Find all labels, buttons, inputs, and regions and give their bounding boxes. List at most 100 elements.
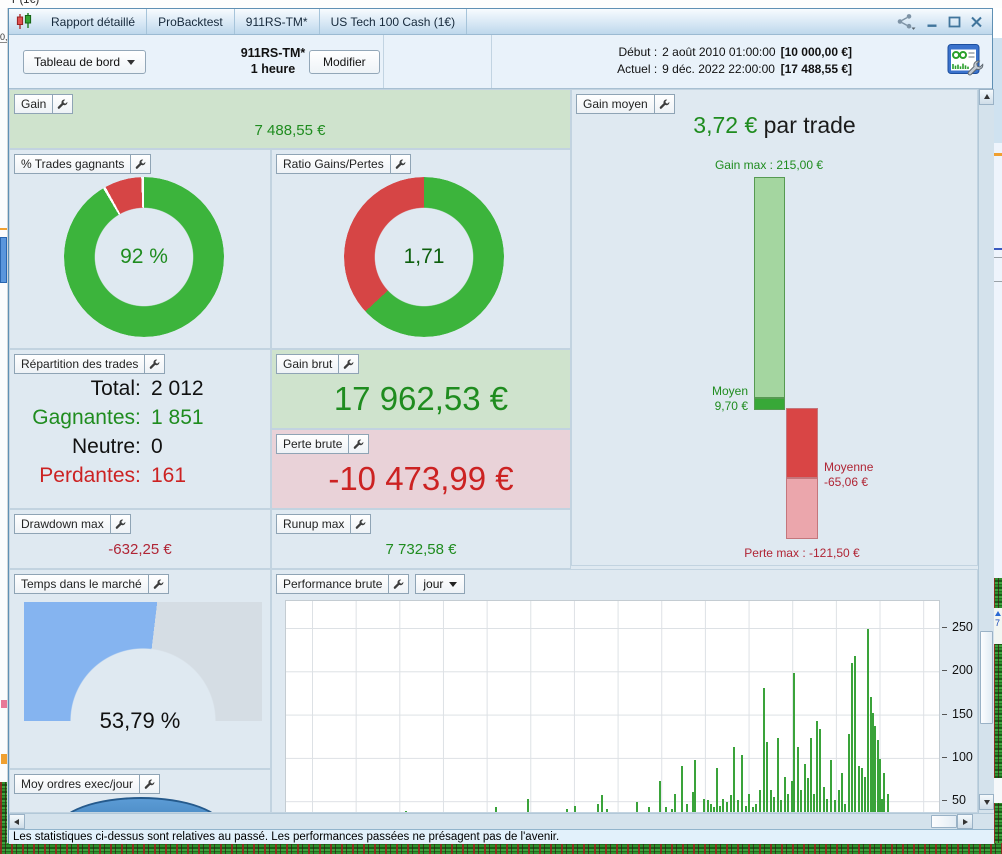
performance-bar: [863, 777, 866, 812]
performance-bar: [810, 738, 812, 812]
performance-bar: [830, 759, 833, 812]
share-icon[interactable]: [895, 13, 917, 30]
performance-bar: [850, 662, 853, 812]
disclaimer-bar: Les statistiques ci-dessus sont relative…: [9, 829, 994, 844]
background-pink-fragment: [1, 700, 7, 708]
panel-settings-button[interactable]: [349, 434, 370, 454]
performance-bar: [825, 798, 828, 812]
panel-settings-button[interactable]: [351, 514, 372, 534]
panel-label: Moy ordres exec/jour: [14, 774, 141, 794]
down-arrow-icon: [983, 800, 990, 808]
dashboard-content: Gain 7 488,55 € % Trades gagnants 92 % R…: [9, 89, 994, 813]
tab-rapport-detaille[interactable]: Rapport détaillé: [40, 9, 148, 34]
up-arrow-icon: [994, 608, 1001, 616]
backtest-report-window: Rapport détaillé ProBacktest 911RS-TM* U…: [8, 8, 994, 844]
tab-instrument[interactable]: US Tech 100 Cash (1€): [320, 9, 468, 34]
scroll-down-button[interactable]: [979, 794, 994, 810]
performance-bar: [770, 790, 772, 812]
trade-distribution-panel: Répartition des trades Total : 2 012 Gag…: [9, 349, 271, 509]
panel-label: Perte brute: [276, 434, 350, 454]
performance-bar: [574, 805, 577, 812]
table-row: Neutre : 0: [10, 432, 270, 461]
performance-bars: [286, 601, 939, 812]
maximize-icon[interactable]: [948, 16, 961, 28]
panel-label: Drawdown max: [14, 514, 111, 534]
minimize-icon[interactable]: [926, 16, 939, 28]
start-datetime: 2 août 2010 01:00:00: [662, 45, 776, 59]
winning-trades-panel: % Trades gagnants 92 %: [9, 149, 271, 349]
panel-settings-button[interactable]: [148, 574, 169, 594]
time-in-market-panel: Temps dans le marché 53,79 %: [9, 569, 271, 769]
tab-probacktest[interactable]: ProBacktest: [147, 9, 235, 34]
gross-gain-panel: Gain brut 17 962,53 €: [271, 349, 571, 429]
panel-label: Runup max: [276, 514, 352, 534]
winning-trades-donut: [64, 177, 224, 337]
gain-loss-ratio-panel: Ratio Gains/Pertes 1,71: [271, 149, 571, 349]
current-label: Actuel :: [617, 62, 658, 76]
period-dropdown[interactable]: jour: [415, 574, 466, 594]
vertical-scroll-thumb[interactable]: [980, 631, 993, 724]
performance-bar: [405, 810, 408, 812]
background-left-strip: 0,2: [0, 8, 8, 854]
gross-performance-panel: Performance brute jour 250 200 150 100 50: [271, 569, 978, 813]
scroll-right-button[interactable]: [957, 814, 973, 829]
view-selector-dropdown[interactable]: Tableau de bord: [23, 50, 147, 74]
strategy-name: 911RS-TM*: [240, 46, 306, 60]
gross-gain-value: 17 962,53 €: [333, 380, 509, 417]
panel-settings-button[interactable]: [390, 154, 411, 174]
background-fragment: [993, 38, 1002, 143]
row-label: Neutre: [71, 435, 135, 458]
panel-settings-button[interactable]: [140, 774, 161, 794]
vertical-scrollbar[interactable]: [978, 89, 994, 813]
performance-bar: [819, 729, 822, 812]
row-value: 161: [151, 464, 187, 487]
horizontal-scrollbar[interactable]: [9, 813, 994, 829]
performance-bar: [791, 781, 793, 812]
scroll-left-button[interactable]: [9, 814, 25, 829]
strategy-summary: 911RS-TM* 1 heure: [193, 45, 353, 77]
panel-settings-button[interactable]: [339, 354, 360, 374]
scroll-up-button[interactable]: [979, 89, 994, 105]
performance-bar: [635, 802, 638, 812]
modify-button-label: Modifier: [323, 55, 366, 69]
row-label: Perdantes: [39, 464, 135, 487]
performance-bar: [815, 720, 818, 812]
panel-settings-button[interactable]: [389, 574, 410, 594]
panel-label: Temps dans le marché: [14, 574, 149, 594]
performance-bar: [527, 798, 529, 812]
tab-label: 911RS-TM*: [245, 14, 308, 29]
panel-settings-button[interactable]: [110, 514, 131, 534]
avg-loss-label: Moyenne -65,06 €: [824, 460, 873, 490]
close-icon[interactable]: [970, 16, 983, 28]
background-orange-fragment-2: [1, 754, 7, 764]
tab-strategy[interactable]: 911RS-TM*: [235, 9, 320, 34]
panel-settings-button[interactable]: [131, 154, 152, 174]
row-value: 0: [151, 435, 163, 458]
horizontal-scroll-thumb[interactable]: [931, 815, 957, 828]
table-row: Perdantes : 161: [10, 461, 270, 490]
y-axis-label: 100: [952, 749, 973, 764]
panel-settings-button[interactable]: [53, 94, 74, 114]
performance-bar: [823, 786, 826, 812]
loss-max-label: Perte max : -121,50 €: [744, 546, 860, 560]
separator: :: [135, 435, 141, 458]
waterfall-gain-range-bar: [754, 177, 785, 398]
performance-bar: [707, 800, 710, 812]
modify-button[interactable]: Modifier: [309, 50, 380, 74]
panel-label: Gain moyen: [576, 94, 655, 114]
performance-bar: [736, 800, 739, 812]
tab-label: ProBacktest: [158, 14, 223, 29]
row-value: 2 012: [151, 377, 204, 400]
trade-distribution-rows: Total : 2 012 Gagnantes : 1 851 Neutre :…: [10, 374, 270, 490]
y-axis-label: 50: [952, 793, 966, 808]
report-settings-icon[interactable]: [946, 43, 984, 79]
performance-bar: [776, 738, 779, 812]
panel-label: Ratio Gains/Pertes: [276, 154, 391, 174]
y-axis-label: 200: [952, 663, 973, 678]
background-blue-fragment: [0, 237, 7, 283]
panel-settings-button[interactable]: [145, 354, 166, 374]
up-arrow-icon: [983, 91, 990, 99]
panel-settings-button[interactable]: [654, 94, 675, 114]
y-axis-tick: [942, 756, 947, 758]
start-capital: [10 000,00 €]: [780, 45, 852, 59]
